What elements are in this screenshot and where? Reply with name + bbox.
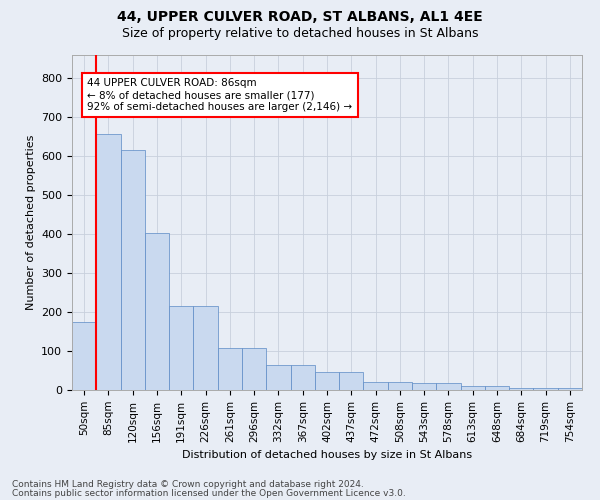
Bar: [485, 386, 509, 390]
Bar: [509, 388, 533, 390]
Bar: [436, 384, 461, 390]
Y-axis label: Number of detached properties: Number of detached properties: [26, 135, 35, 310]
Bar: [558, 388, 582, 390]
Bar: [266, 364, 290, 390]
Text: Contains HM Land Registry data © Crown copyright and database right 2024.: Contains HM Land Registry data © Crown c…: [12, 480, 364, 489]
Bar: [169, 306, 193, 390]
Bar: [242, 348, 266, 390]
Bar: [388, 382, 412, 390]
Bar: [145, 234, 169, 390]
Text: 44, UPPER CULVER ROAD, ST ALBANS, AL1 4EE: 44, UPPER CULVER ROAD, ST ALBANS, AL1 4E…: [117, 10, 483, 24]
Bar: [461, 386, 485, 390]
Bar: [72, 322, 96, 390]
X-axis label: Distribution of detached houses by size in St Albans: Distribution of detached houses by size …: [182, 450, 472, 460]
Bar: [96, 134, 121, 390]
Text: 44 UPPER CULVER ROAD: 86sqm
← 8% of detached houses are smaller (177)
92% of sem: 44 UPPER CULVER ROAD: 86sqm ← 8% of deta…: [88, 78, 352, 112]
Bar: [533, 388, 558, 390]
Text: Size of property relative to detached houses in St Albans: Size of property relative to detached ho…: [122, 28, 478, 40]
Text: Contains public sector information licensed under the Open Government Licence v3: Contains public sector information licen…: [12, 488, 406, 498]
Bar: [218, 348, 242, 390]
Bar: [412, 384, 436, 390]
Bar: [364, 382, 388, 390]
Bar: [315, 372, 339, 390]
Bar: [121, 150, 145, 390]
Bar: [290, 364, 315, 390]
Bar: [193, 306, 218, 390]
Bar: [339, 372, 364, 390]
